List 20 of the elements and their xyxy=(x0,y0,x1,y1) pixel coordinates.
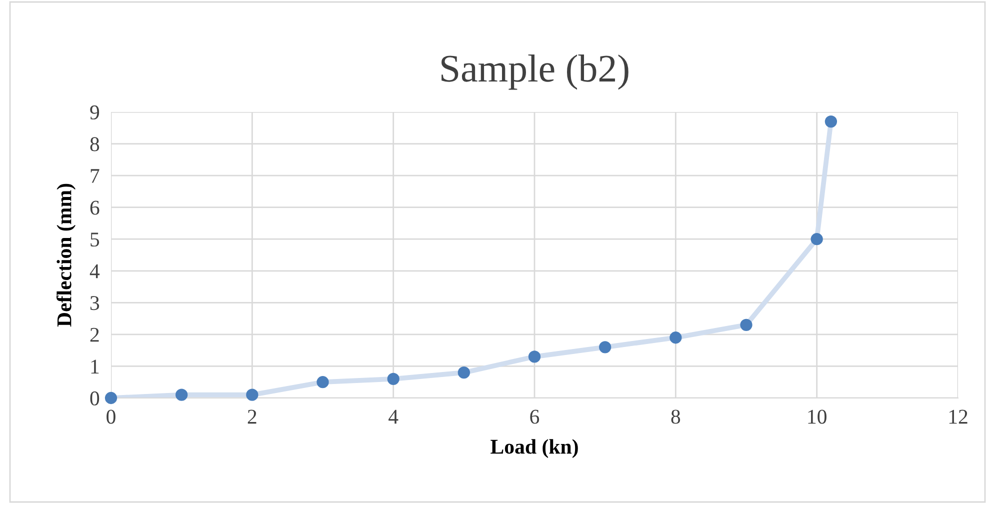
y-tick-label: 9 xyxy=(90,105,100,120)
y-tick-label: 5 xyxy=(90,232,100,247)
y-axis-title: Deflection (mm) xyxy=(56,184,76,327)
y-tick-label: 1 xyxy=(91,360,99,374)
y-tick-label: 3 xyxy=(90,296,100,310)
x-tick-label: 2 xyxy=(248,410,256,424)
y-tick-label: 8 xyxy=(90,137,100,152)
x-tick-label: 4 xyxy=(388,410,398,424)
y-tick-label: 2 xyxy=(90,328,99,342)
x-tick-label: 0 xyxy=(106,410,116,424)
y-tick-label: 6 xyxy=(90,200,100,215)
y-tick-label: 0 xyxy=(90,391,100,406)
y-tick-label: 4 xyxy=(90,264,100,278)
y-tick-label: 7 xyxy=(90,169,100,183)
x-tick-label: 12 xyxy=(949,410,968,424)
x-tick-label: 10 xyxy=(808,410,826,424)
x-tick-label: 8 xyxy=(671,410,680,424)
chart-title: Sample (b2) xyxy=(442,54,628,90)
x-axis-title: Load (kn) xyxy=(490,439,578,458)
x-tick-label: 6 xyxy=(530,410,540,424)
